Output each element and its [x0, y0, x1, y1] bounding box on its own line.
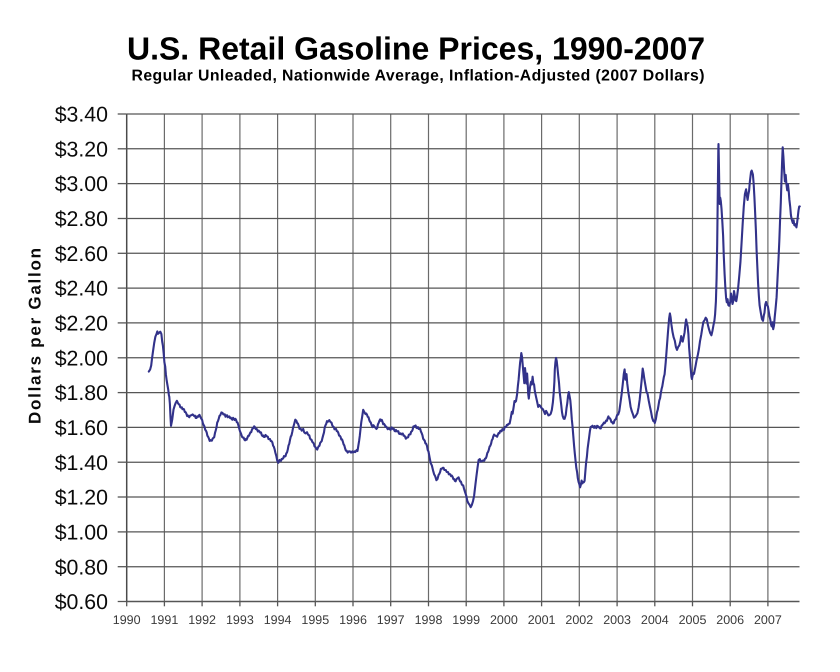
svg-text:2002: 2002 [565, 613, 593, 627]
svg-text:$3.40: $3.40 [55, 103, 108, 127]
svg-text:$2.80: $2.80 [55, 207, 108, 231]
svg-text:$2.60: $2.60 [55, 242, 108, 266]
svg-text:$0.60: $0.60 [55, 590, 108, 614]
svg-text:$1.80: $1.80 [55, 381, 108, 405]
svg-text:2005: 2005 [679, 613, 707, 627]
svg-text:1995: 1995 [301, 613, 329, 627]
svg-text:$2.00: $2.00 [55, 346, 108, 370]
svg-text:2006: 2006 [716, 613, 744, 627]
svg-text:2007: 2007 [754, 613, 782, 627]
svg-text:1994: 1994 [264, 613, 292, 627]
svg-text:2001: 2001 [528, 613, 556, 627]
svg-text:U.S. Retail Gasoline Prices, 1: U.S. Retail Gasoline Prices, 1990-2007 [127, 31, 705, 67]
svg-text:$2.40: $2.40 [55, 277, 108, 301]
svg-text:1993: 1993 [226, 613, 254, 627]
svg-text:$1.40: $1.40 [55, 451, 108, 475]
svg-text:1996: 1996 [339, 613, 367, 627]
svg-text:$3.20: $3.20 [55, 137, 108, 161]
svg-text:1992: 1992 [188, 613, 216, 627]
svg-text:$0.80: $0.80 [55, 555, 108, 579]
svg-text:$1.60: $1.60 [55, 416, 108, 440]
svg-text:1997: 1997 [377, 613, 405, 627]
svg-text:Dollars per Gallon: Dollars per Gallon [26, 248, 45, 424]
svg-text:$1.00: $1.00 [55, 521, 108, 545]
svg-text:$1.20: $1.20 [55, 486, 108, 510]
svg-text:Regular Unleaded, Nationwide A: Regular Unleaded, Nationwide Average, In… [132, 68, 705, 85]
svg-text:1998: 1998 [415, 613, 443, 627]
svg-text:1991: 1991 [150, 613, 178, 627]
svg-text:2003: 2003 [603, 613, 631, 627]
svg-text:1999: 1999 [452, 613, 480, 627]
svg-text:$2.20: $2.20 [55, 312, 108, 336]
svg-text:1990: 1990 [113, 613, 141, 627]
svg-text:$3.00: $3.00 [55, 172, 108, 196]
svg-text:2000: 2000 [490, 613, 518, 627]
svg-text:2004: 2004 [641, 613, 669, 627]
